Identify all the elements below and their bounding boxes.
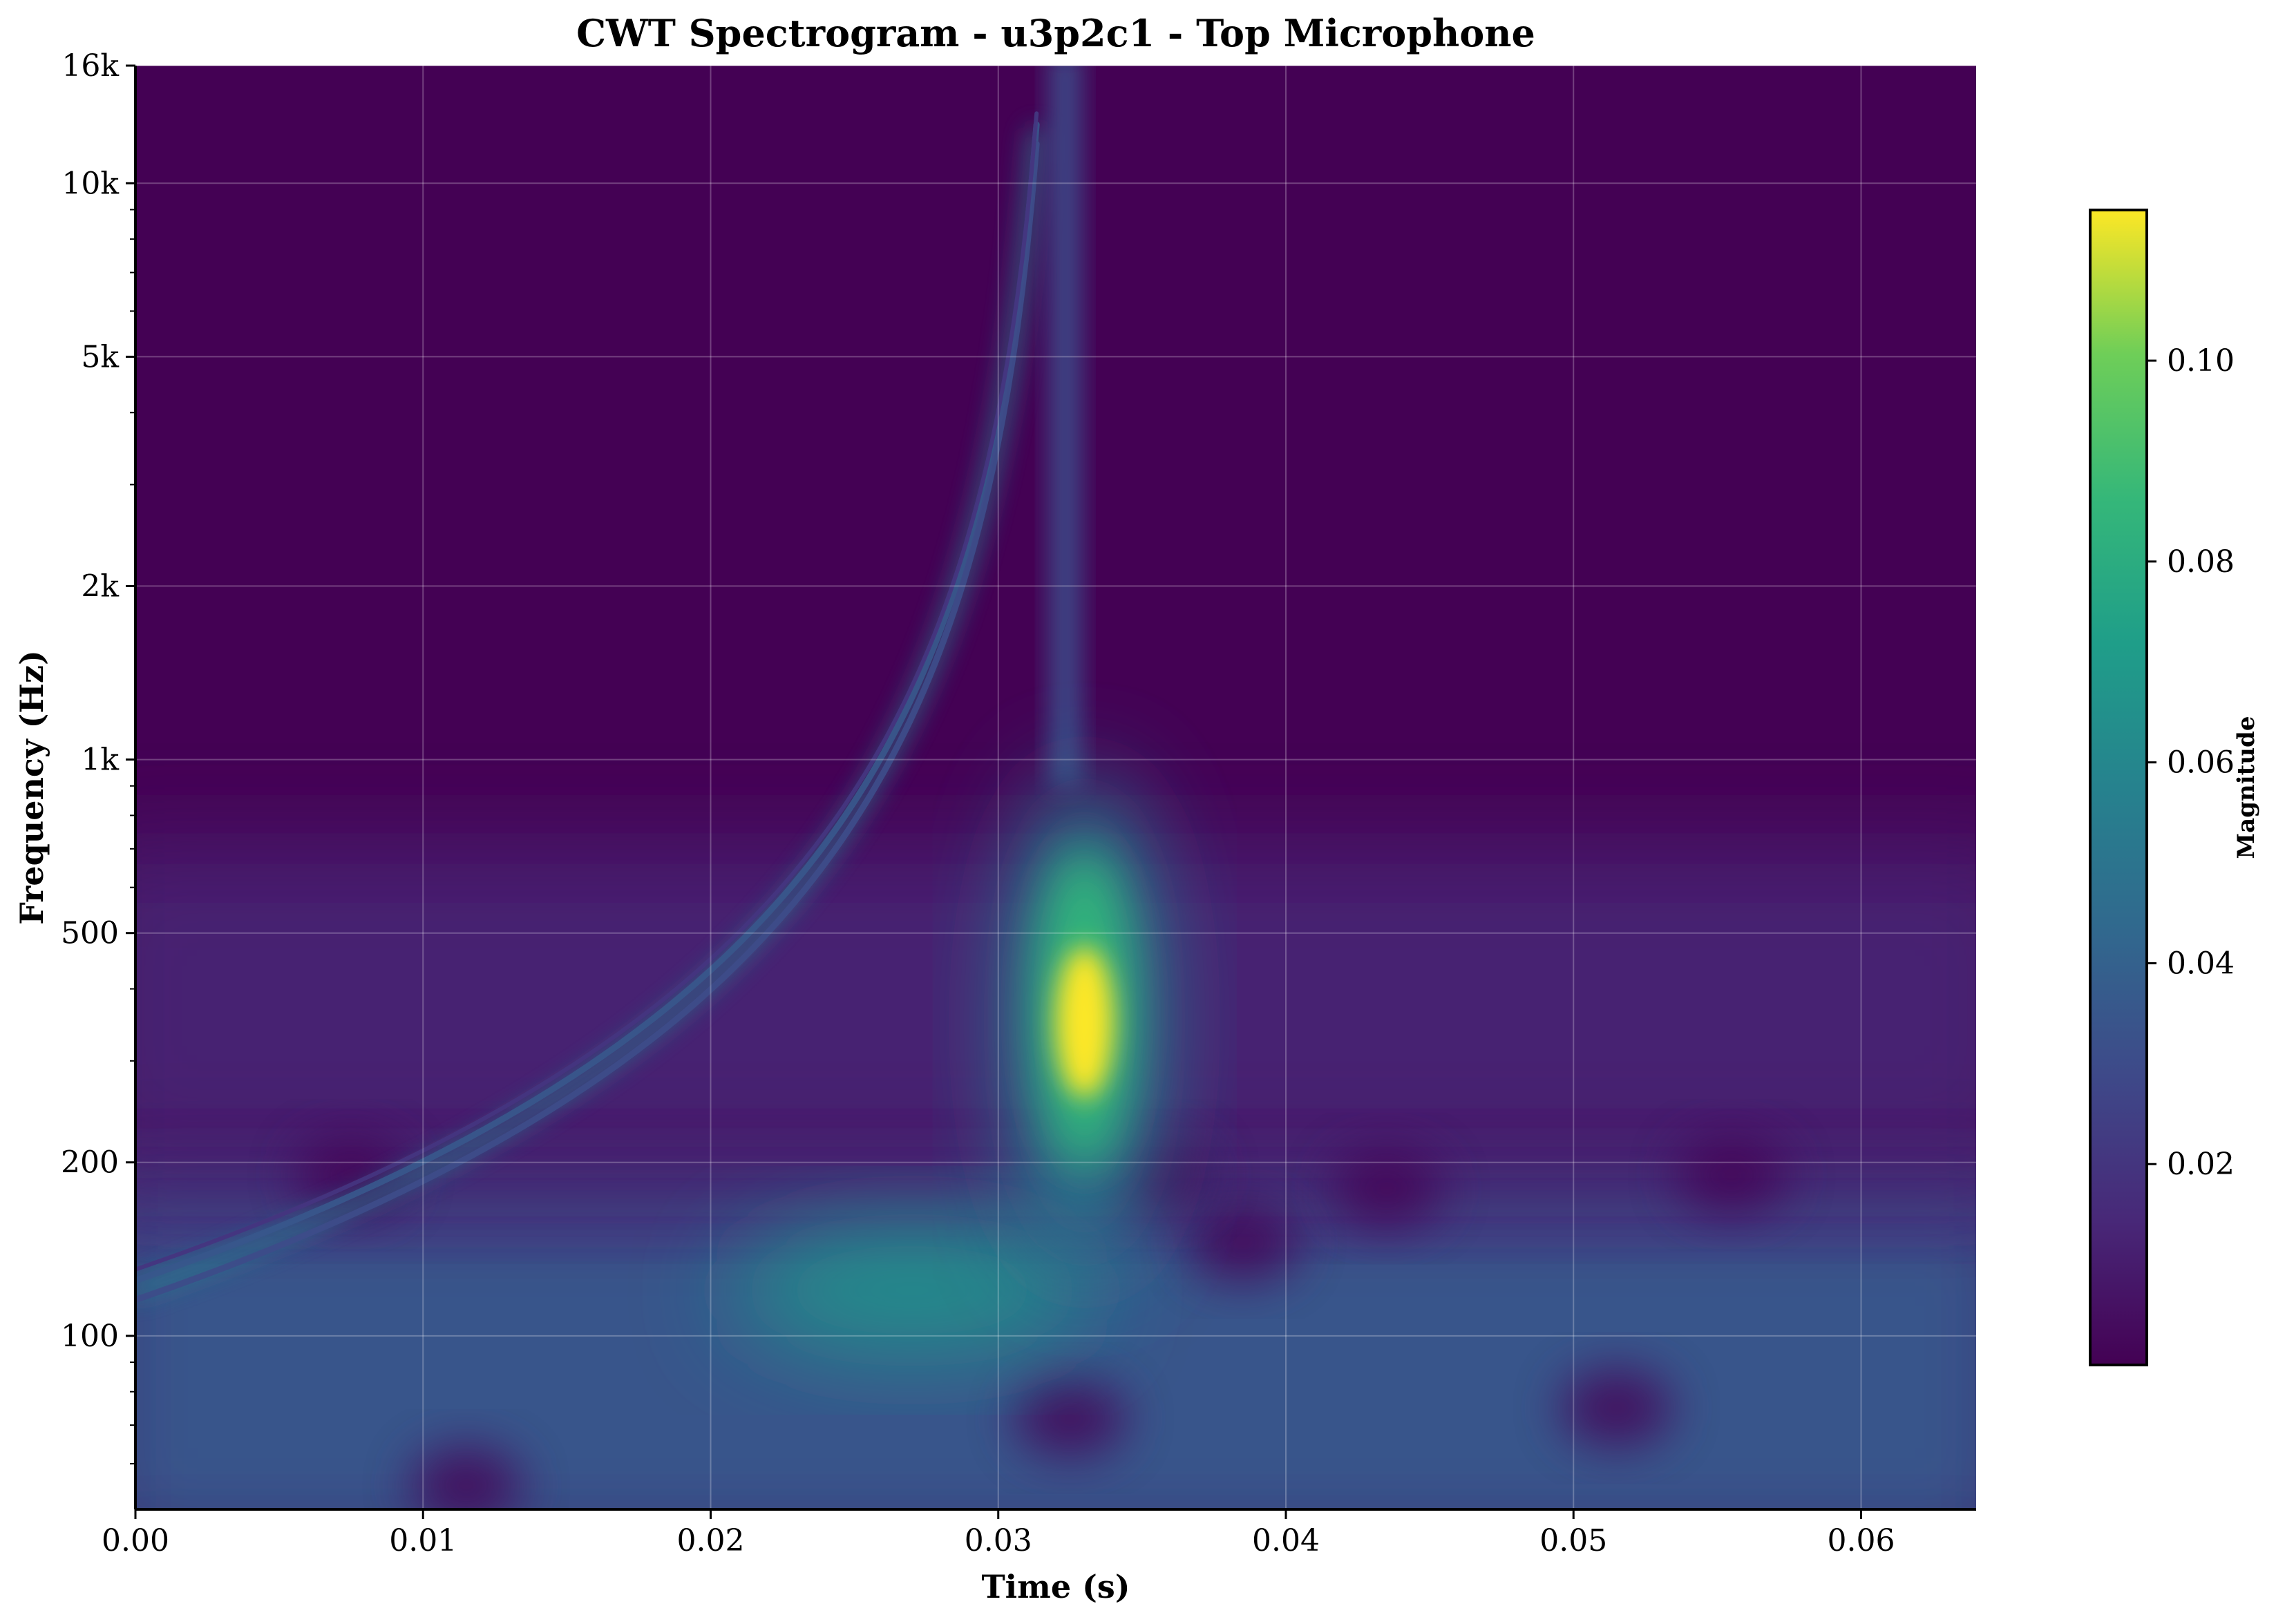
x-tick-label: 0.00 bbox=[102, 1523, 169, 1558]
y-tick-label: 100 bbox=[61, 1319, 119, 1354]
x-tick-label: 0.06 bbox=[1828, 1523, 1895, 1558]
x-tick-label: 0.05 bbox=[1539, 1523, 1607, 1558]
y-tick-label: 5k bbox=[81, 339, 119, 374]
low-energy-pocket bbox=[1014, 1379, 1126, 1456]
x-axis-ticks: 0.00 0.01 0.02 0.03 0.04 0.05 0.06 bbox=[102, 1509, 1895, 1558]
chirp-line bbox=[135, 121, 1040, 1284]
low-energy-pocket bbox=[1331, 1150, 1442, 1227]
low-energy-pocket bbox=[410, 1447, 522, 1509]
low-energy-pocket bbox=[1561, 1370, 1672, 1446]
peak-core bbox=[1055, 946, 1114, 1098]
x-axis-label: Time (s) bbox=[981, 1568, 1130, 1605]
low-energy-pocket bbox=[1676, 1137, 1788, 1214]
y-tick-label: 16k bbox=[61, 48, 119, 84]
low-energy-pocket bbox=[1187, 1205, 1298, 1281]
x-tick-label: 0.02 bbox=[677, 1523, 745, 1558]
y-tick-label: 2k bbox=[81, 569, 119, 604]
chirp-line bbox=[135, 140, 1040, 1303]
colorbar-label: Magnitude bbox=[2232, 716, 2260, 859]
y-tick-label: 500 bbox=[61, 916, 119, 951]
peak-blob bbox=[1008, 773, 1161, 1271]
colorbar-tick-label: 0.08 bbox=[2167, 544, 2235, 580]
colorbar-ticks: 0.02 0.04 0.06 0.08 0.10 bbox=[2147, 343, 2235, 1182]
colorbar-gradient bbox=[2089, 209, 2148, 1366]
y-axis-ticks: 100 200 500 1k 2k 5k 10k 16k bbox=[61, 48, 135, 1464]
y-axis-label: Frequency (Hz) bbox=[13, 650, 50, 925]
colorbar: 0.02 0.04 0.06 0.08 0.10 Magnitude bbox=[2089, 209, 2260, 1366]
y-tick-label: 1k bbox=[81, 743, 119, 778]
colorbar-tick-label: 0.06 bbox=[2167, 745, 2235, 781]
chirp-line bbox=[135, 127, 1044, 1297]
x-tick-label: 0.03 bbox=[965, 1523, 1032, 1558]
spectrogram-heatmap bbox=[135, 66, 1976, 1509]
colorbar-tick-label: 0.02 bbox=[2167, 1147, 2235, 1182]
chart-title: CWT Spectrogram - u3p2c1 - Top Microphon… bbox=[576, 11, 1535, 55]
high-frequency-streak bbox=[1050, 66, 1081, 786]
chirp-ridge bbox=[135, 111, 1044, 1303]
y-tick-label: 10k bbox=[61, 166, 119, 201]
x-tick-label: 0.01 bbox=[389, 1523, 457, 1558]
colorbar-tick-label: 0.10 bbox=[2167, 343, 2235, 379]
low-frequency-glow bbox=[732, 1227, 1092, 1353]
colorbar-tick-label: 0.04 bbox=[2167, 946, 2235, 981]
x-tick-label: 0.04 bbox=[1252, 1523, 1320, 1558]
y-tick-label: 200 bbox=[61, 1145, 119, 1181]
chirp-line bbox=[135, 111, 1039, 1272]
